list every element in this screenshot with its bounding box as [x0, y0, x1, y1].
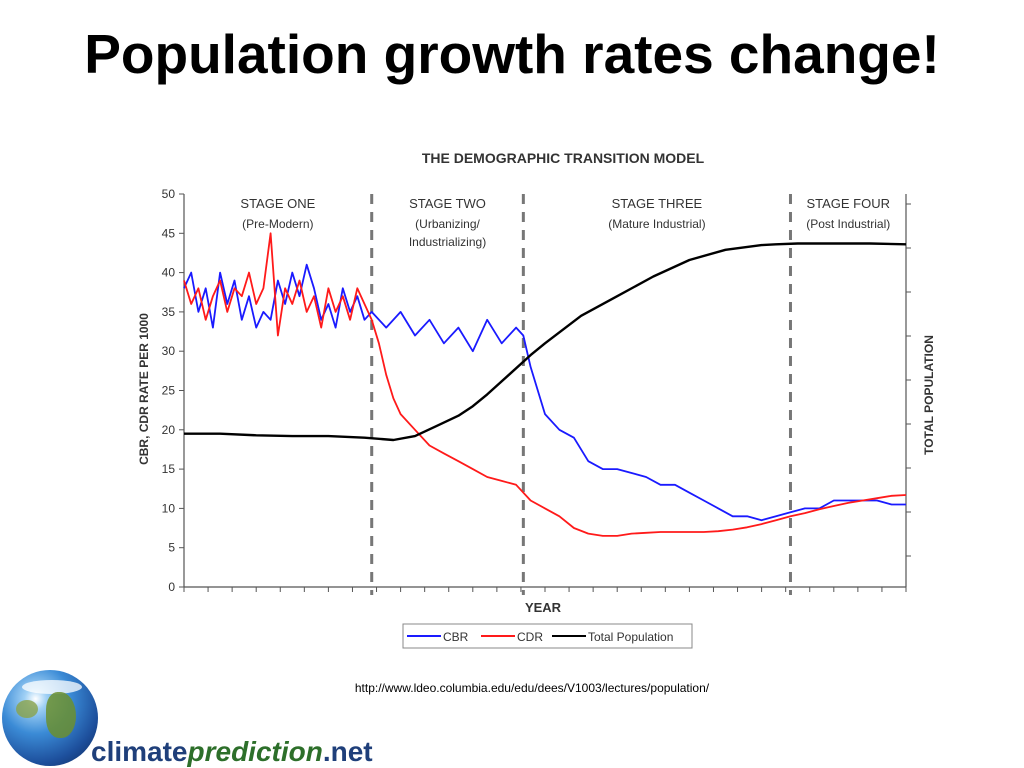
legend-label: CBR [443, 630, 469, 644]
y-tick-label: 0 [168, 580, 175, 594]
y-tick-label: 15 [162, 462, 176, 476]
y-tick-label: 35 [162, 305, 176, 319]
stage-name: STAGE ONE [240, 196, 315, 211]
y2-axis-label: TOTAL POPULATION [922, 335, 936, 455]
legend-label: Total Population [588, 630, 673, 644]
stage-subtitle: Industrializing) [409, 235, 486, 249]
y-tick-label: 5 [168, 541, 175, 555]
stage-subtitle: (Urbanizing/ [415, 217, 480, 231]
y-tick-label: 20 [162, 423, 176, 437]
x-axis-label: YEAR [525, 600, 562, 615]
brand-part-climate: climate [91, 736, 188, 767]
stage-name: STAGE THREE [612, 196, 703, 211]
climateprediction-logo: climateprediction.net [0, 668, 420, 768]
brand-name: climateprediction.net [91, 736, 373, 768]
chart-title: THE DEMOGRAPHIC TRANSITION MODEL [422, 150, 705, 166]
stage-subtitle: (Pre-Modern) [242, 217, 313, 231]
brand-part-prediction: prediction [187, 736, 323, 767]
chart-legend: CBR CDR Total Population [402, 623, 693, 649]
series-line-cbr [183, 263, 906, 522]
y-tick-label: 25 [162, 384, 176, 398]
y-tick-label: 40 [162, 266, 176, 280]
y-axis-label: CBR, CDR RATE PER 1000 [137, 313, 151, 465]
legend-label: CDR [517, 630, 543, 644]
series-line-cdr [183, 232, 907, 537]
globe-icon [2, 670, 98, 766]
y-tick-label: 45 [162, 226, 176, 240]
slide-title: Population growth rates change! [84, 23, 940, 85]
legend-box [402, 623, 693, 649]
demographic-transition-chart: THE DEMOGRAPHIC TRANSITION MODEL CBR, CD… [137, 150, 936, 649]
y-tick-label: 30 [162, 344, 176, 358]
stage-subtitle: (Post Industrial) [806, 217, 890, 231]
source-url: http://www.ldeo.columbia.edu/edu/dees/V1… [354, 681, 710, 695]
series-line-total-population [184, 242, 907, 442]
y-tick-label: 50 [162, 187, 176, 201]
brand-part-net: .net [322, 736, 373, 767]
stage-subtitle: (Mature Industrial) [608, 217, 705, 231]
stage-name: STAGE TWO [409, 196, 486, 211]
stage-name: STAGE FOUR [806, 196, 890, 211]
y-tick-label: 10 [162, 501, 176, 515]
